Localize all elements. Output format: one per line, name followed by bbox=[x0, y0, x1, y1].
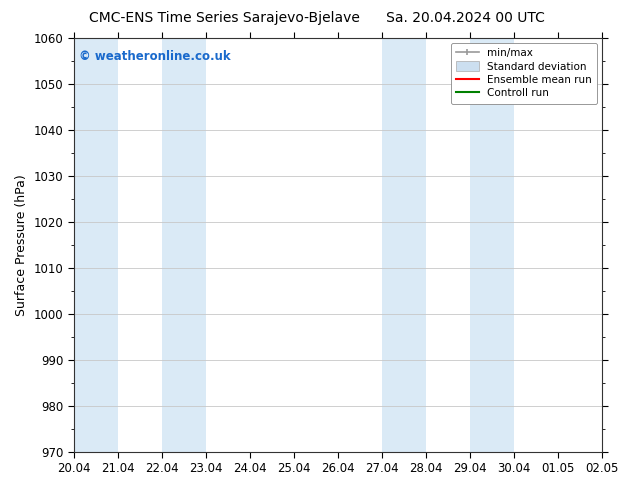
Legend: min/max, Standard deviation, Ensemble mean run, Controll run: min/max, Standard deviation, Ensemble me… bbox=[451, 43, 597, 103]
Y-axis label: Surface Pressure (hPa): Surface Pressure (hPa) bbox=[15, 174, 28, 316]
Title: CMC-ENS Time Series Sarajevo-Bjelave     Sa. 20.04.2024 00 UTC: CMC-ENS Time Series Sarajevo-Bjelave Sa.… bbox=[0, 489, 1, 490]
Text: © weatheronline.co.uk: © weatheronline.co.uk bbox=[79, 50, 231, 63]
Bar bbox=[470, 38, 514, 452]
Bar bbox=[382, 38, 426, 452]
Bar bbox=[162, 38, 206, 452]
Text: CMC-ENS Time Series Sarajevo-Bjelave      Sa. 20.04.2024 00 UTC: CMC-ENS Time Series Sarajevo-Bjelave Sa.… bbox=[89, 11, 545, 25]
Bar bbox=[74, 38, 118, 452]
